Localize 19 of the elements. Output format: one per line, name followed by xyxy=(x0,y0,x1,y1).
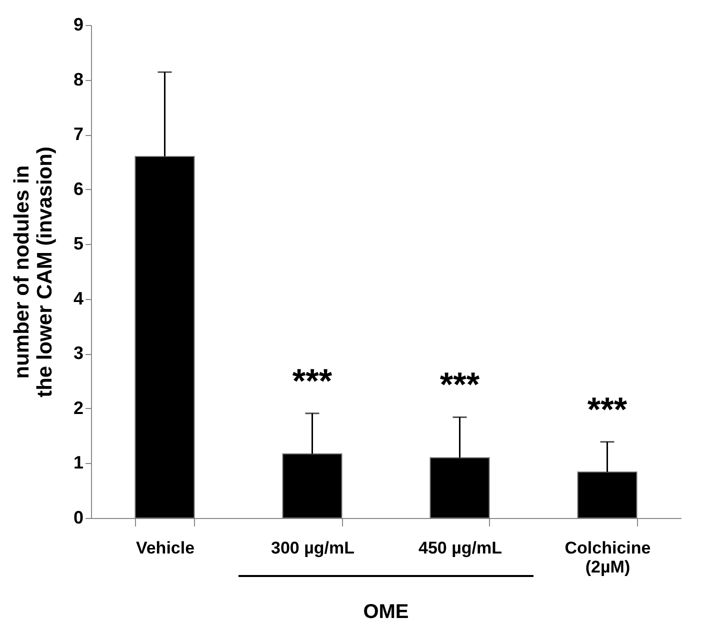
y-tick-label: 3 xyxy=(73,343,84,364)
x-tick-label: 300 µg/mL xyxy=(271,538,354,558)
text: OME xyxy=(363,601,409,623)
y-tick-label: 4 xyxy=(73,288,84,308)
y-tick-label: 8 xyxy=(73,69,84,90)
annotation: *** xyxy=(440,366,480,404)
y-tick-label: 7 xyxy=(73,124,84,144)
annotation: *** xyxy=(587,390,628,429)
y-tick-label: 2 xyxy=(73,398,84,418)
y-tick-label: 1 xyxy=(73,452,84,473)
x-tick-label: 450 µg/mL xyxy=(418,538,502,558)
y-tick-label: 0 xyxy=(73,508,84,528)
y-axis-title: number of nodules in the lower CAM (invasion) xyxy=(10,146,56,398)
y-tick-label: 9 xyxy=(73,14,84,34)
x-tick-label: Colchicine (2µM) xyxy=(564,538,651,576)
annotation: *** xyxy=(292,362,333,400)
x-tick-label: Vehicle xyxy=(136,538,195,558)
y-tick-label: 5 xyxy=(73,234,84,254)
y-tick-label: 6 xyxy=(73,178,84,199)
